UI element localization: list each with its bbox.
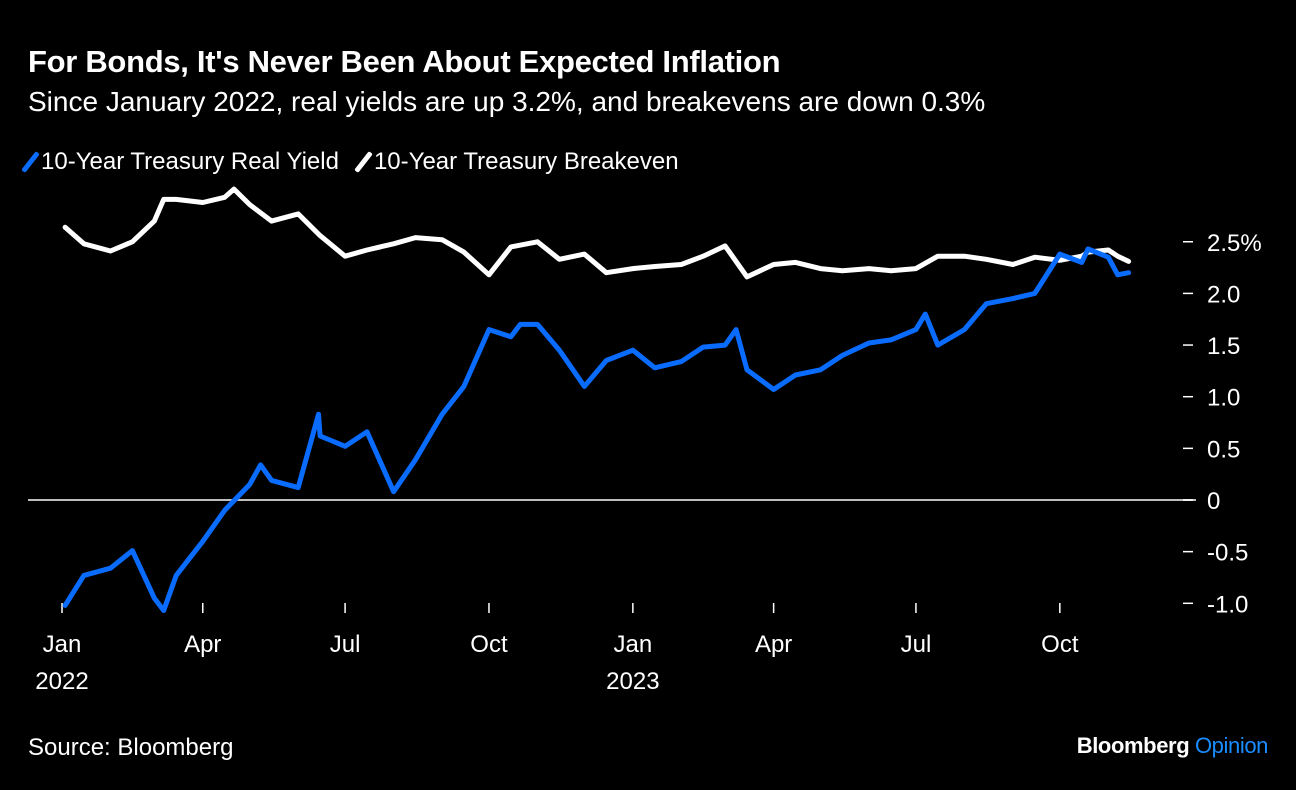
legend-label-breakeven: 10-Year Treasury Breakeven (373, 148, 679, 175)
bloomberg-opinion-logo: Bloomberg Opinion (1076, 733, 1269, 759)
legend: 10-Year Treasury Real Yield 10-Year Trea… (21, 148, 679, 176)
y-tick-label: 0.5 (1207, 436, 1240, 463)
series-line-breakeven (62, 186, 1132, 280)
logo-brand: Bloomberg (1076, 733, 1190, 758)
x-tick-label: Jan (614, 631, 653, 658)
legend-label-real-yield: 10-Year Treasury Real Yield (41, 148, 339, 175)
x-tick-label: Apr (755, 631, 792, 658)
x-tick-label: Jul (330, 631, 361, 658)
x-tick-label: Oct (470, 631, 508, 658)
y-tick-label: -1.0 (1207, 591, 1248, 618)
y-tick-label: 0 (1207, 488, 1220, 515)
series-line-real-yield (62, 246, 1132, 613)
source-note: Source: Bloomberg (28, 734, 234, 761)
logo-section: Opinion (1194, 733, 1268, 758)
x-tick-label: Oct (1041, 631, 1079, 658)
chart-title: For Bonds, It's Never Been About Expecte… (28, 44, 781, 79)
y-tick-label: 2.5% (1207, 230, 1262, 257)
y-tick-label: -0.5 (1207, 540, 1248, 567)
legend-item-breakeven: 10-Year Treasury Breakeven (354, 148, 679, 176)
x-tick-label: Apr (184, 631, 221, 658)
x-tick-year: 2023 (606, 668, 659, 695)
y-tick-label: 1.0 (1207, 385, 1240, 412)
x-tick-label: Jan (43, 631, 82, 658)
y-tick-label: 2.0 (1207, 281, 1240, 308)
y-tick-label: 1.5 (1207, 333, 1240, 360)
x-tick-year: 2022 (35, 668, 88, 695)
chart-subtitle: Since January 2022, real yields are up 3… (28, 86, 986, 117)
legend-item-real-yield: 10-Year Treasury Real Yield (21, 148, 339, 176)
x-tick-label: Jul (901, 631, 932, 658)
